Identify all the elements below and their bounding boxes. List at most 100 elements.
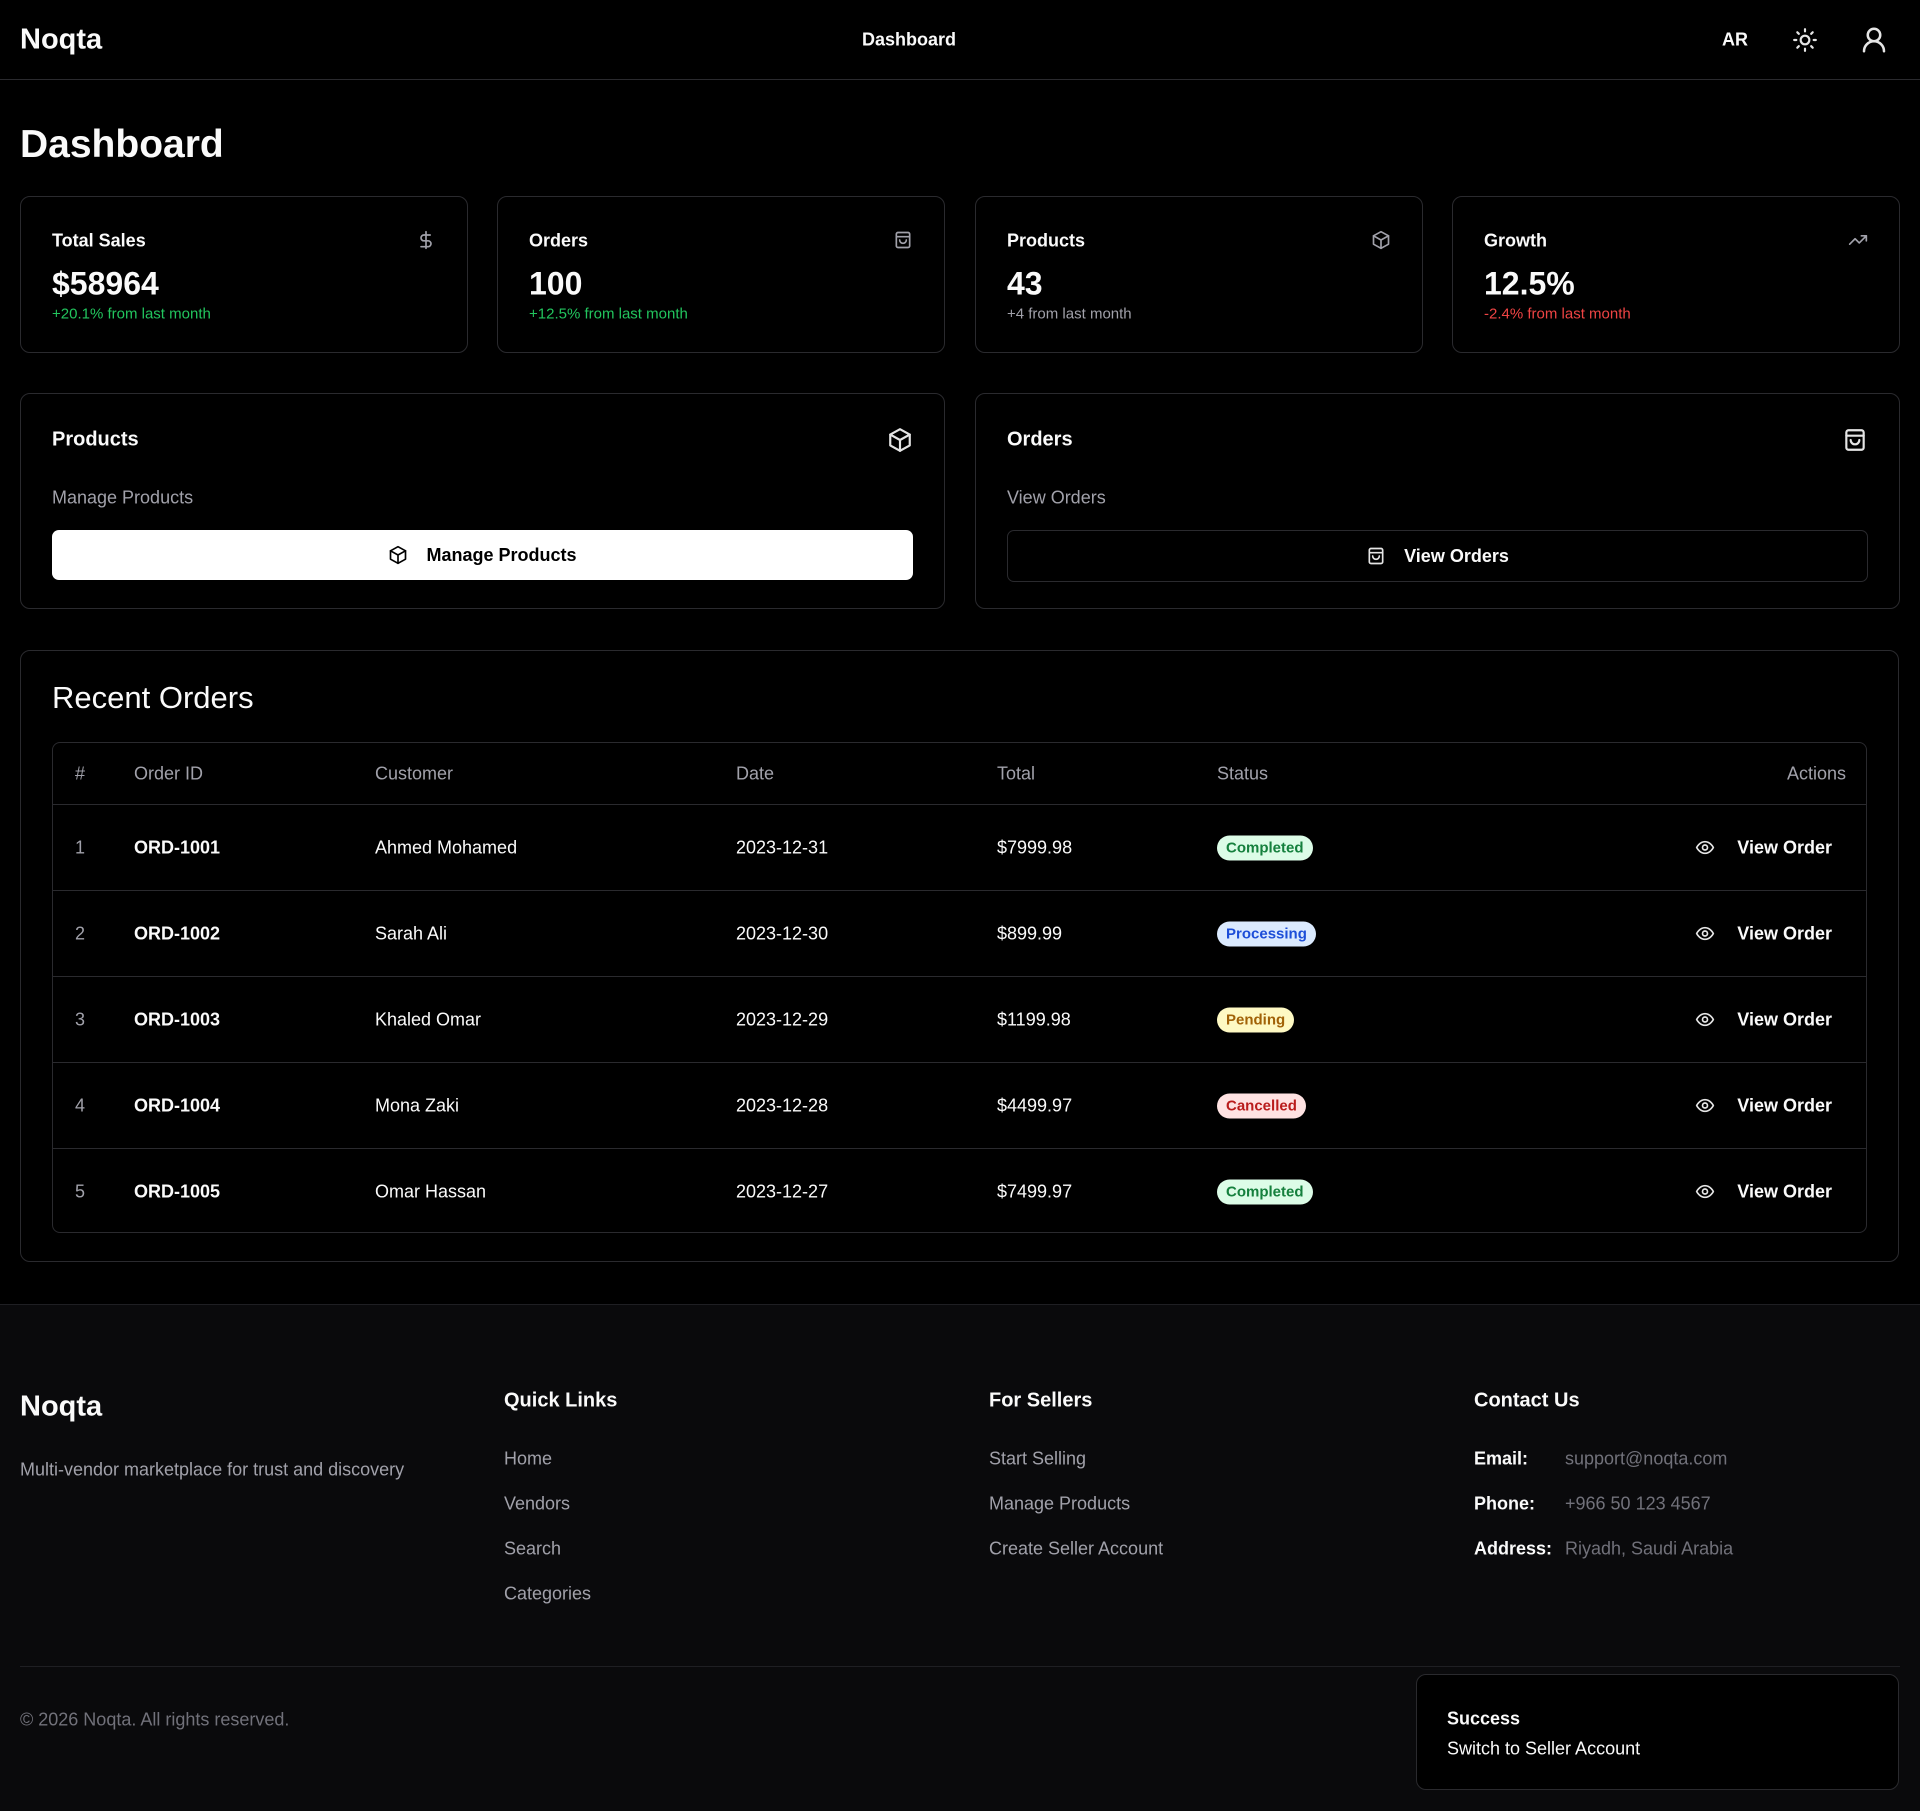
column-header: Date	[736, 763, 775, 783]
card-description: Manage Products	[52, 487, 194, 508]
column-header: Total	[997, 763, 1036, 783]
card-title: Products	[52, 428, 139, 451]
customer-cell: Ahmed Mohamed	[375, 837, 518, 857]
user-icon[interactable]	[1859, 25, 1889, 55]
logo[interactable]: Noqta	[20, 23, 103, 56]
customer-cell: Sarah Ali	[375, 923, 448, 943]
toast-message: Switch to Seller Account	[1447, 1738, 1641, 1759]
stat-card: Orders 100 +12.5% from last month	[497, 196, 945, 353]
footer-heading: For Sellers	[989, 1389, 1093, 1412]
orders-card: Recent Orders # Order ID Customer Date Total S…	[20, 650, 1899, 1262]
status-badge: Pending	[1217, 1007, 1295, 1032]
footer-heading: Contact Us	[1474, 1389, 1580, 1412]
customer-cell: Khaled Omar	[375, 1009, 482, 1029]
button-label[interactable]: View Order	[1737, 837, 1832, 857]
status-badge: Completed	[1217, 835, 1313, 860]
contact-value: +966 50 123 4567	[1565, 1493, 1711, 1514]
column-header: Order ID	[134, 763, 204, 783]
date-cell: 2023-12-29	[736, 1009, 829, 1029]
button-label[interactable]: View Order	[1737, 1181, 1832, 1201]
stat-label: Products	[1007, 230, 1086, 251]
footer-link[interactable]: Manage Products	[989, 1493, 1131, 1514]
footer-link[interactable]: Start Selling	[989, 1448, 1087, 1469]
action-card: Orders View Orders View Orders	[975, 393, 1900, 609]
status-badge: Processing	[1217, 921, 1316, 946]
button-label[interactable]: View Orders	[1404, 545, 1509, 566]
date-cell: 2023-12-31	[736, 837, 829, 857]
total-cell: $1199.98	[997, 1009, 1071, 1029]
button-label[interactable]: View Order	[1737, 923, 1832, 943]
stat-value: 12.5%	[1484, 265, 1575, 302]
eye-icon	[1696, 926, 1715, 941]
stat-label: Orders	[529, 230, 589, 251]
order-id-cell: ORD-1005	[134, 1181, 221, 1201]
action-card: Products Manage Products Manage Products	[20, 393, 945, 609]
date-cell: 2023-12-30	[736, 923, 829, 943]
column-header: #	[75, 763, 86, 783]
button-label[interactable]: View Order	[1737, 1095, 1832, 1115]
stat-card: Products 43 +4 from last month	[975, 196, 1423, 353]
footer-link[interactable]: Vendors	[504, 1493, 571, 1514]
footer-logo: Noqta	[20, 1390, 103, 1423]
status-badge: Cancelled	[1217, 1093, 1306, 1118]
stat-value: 43	[1007, 265, 1043, 302]
total-cell: $899.99	[997, 923, 1063, 943]
index-cell: 3	[75, 1009, 86, 1029]
button-label[interactable]: Manage Products	[426, 544, 577, 565]
index-cell: 5	[75, 1181, 86, 1201]
stat-card: Total Sales $58964 +20.1% from last month	[20, 196, 468, 353]
contact-label: Phone:	[1474, 1493, 1535, 1514]
bag-icon	[895, 231, 911, 249]
footer-link[interactable]: Categories	[504, 1583, 592, 1604]
action-button[interactable]: View Orders	[1007, 530, 1868, 582]
contact-label: Address:	[1474, 1538, 1553, 1559]
order-id-cell: ORD-1003	[134, 1009, 221, 1029]
nav-link[interactable]: Dashboard	[861, 29, 957, 50]
eye-icon	[1696, 1012, 1715, 1027]
eye-icon	[1696, 1184, 1715, 1199]
stat-change: +12.5% from last month	[529, 305, 688, 323]
table-row: 3 ORD-1003 Khaled Omar 2023-12-29 $1199.98 Pe…	[53, 976, 1866, 1062]
view-order-button[interactable]: View Order	[1695, 1009, 1832, 1030]
view-order-button[interactable]: View Order	[1695, 1181, 1832, 1202]
language-toggle[interactable]: AR	[1722, 29, 1748, 50]
header: Noqta Dashboard AR	[0, 0, 1920, 80]
index-cell: 4	[75, 1095, 86, 1115]
box-icon	[390, 545, 407, 565]
view-order-button[interactable]: View Order	[1695, 837, 1832, 858]
bag-icon	[1845, 429, 1865, 451]
customer-cell: Omar Hassan	[375, 1181, 487, 1201]
sun-icon[interactable]	[1792, 27, 1818, 53]
action-button[interactable]: Manage Products	[52, 530, 913, 580]
footer-tagline: Multi-vendor marketplace for trust and d…	[20, 1459, 405, 1480]
section-title: Recent Orders	[52, 680, 254, 715]
footer-link[interactable]: Create Seller Account	[989, 1538, 1164, 1559]
customer-cell: Mona Zaki	[375, 1095, 460, 1115]
stat-value: $58964	[52, 265, 159, 302]
stat-label: Growth	[1484, 230, 1547, 251]
button-label[interactable]: View Order	[1737, 1009, 1832, 1029]
trend-icon	[1848, 235, 1868, 245]
footer-link[interactable]: Home	[504, 1448, 553, 1469]
table-row: 4 ORD-1004 Mona Zaki 2023-12-28 $4499.97 Canc…	[53, 1062, 1866, 1148]
eye-icon	[1696, 840, 1715, 855]
stat-change: +4 from last month	[1007, 305, 1132, 323]
copyright: © 2026 Noqta. All rights reserved.	[20, 1709, 290, 1730]
stat-change: -2.4% from last month	[1484, 305, 1631, 323]
order-id-cell: ORD-1004	[134, 1095, 221, 1115]
toast-title: Success	[1447, 1708, 1521, 1729]
view-order-button[interactable]: View Order	[1695, 1095, 1832, 1116]
footer-heading: Quick Links	[504, 1389, 618, 1412]
column-header: Actions	[1786, 763, 1846, 783]
view-order-button[interactable]: View Order	[1695, 923, 1832, 944]
table-row: 2 ORD-1002 Sarah Ali 2023-12-30 $899.99 Proce…	[53, 890, 1866, 976]
total-cell: $7499.97	[997, 1181, 1073, 1201]
footer-link[interactable]: Search	[504, 1538, 562, 1559]
table-row: 5 ORD-1005 Omar Hassan 2023-12-27 $7499.97 Co…	[53, 1148, 1866, 1232]
table-row: 1 ORD-1001 Ahmed Mohamed 2023-12-31 $7999.98…	[53, 804, 1866, 890]
total-cell: $4499.97	[997, 1095, 1073, 1115]
index-cell: 1	[75, 837, 86, 857]
bag-icon	[1368, 547, 1384, 565]
index-cell: 2	[75, 923, 86, 943]
